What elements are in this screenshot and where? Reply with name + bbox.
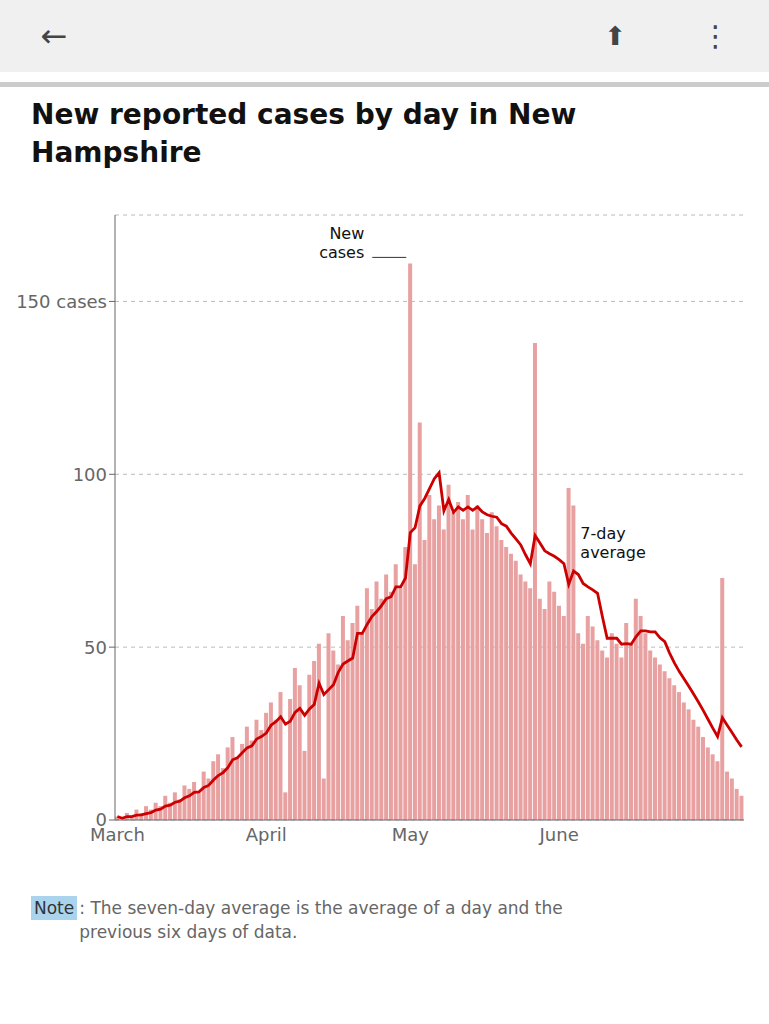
svg-text:April: April <box>246 824 287 845</box>
svg-text:50: 50 <box>84 637 107 658</box>
html-text:New reported cases by day in N: New reported cases by day in New <box>31 98 577 131</box>
html-text:Hampshire: Hampshire <box>31 136 202 169</box>
svg-text:0: 0 <box>96 809 107 830</box>
svg-text:June: June <box>539 824 579 845</box>
svg-text:7-dayaverage: 7-dayaverage <box>580 524 646 562</box>
svg-text:150 cases: 150 cases <box>16 291 107 312</box>
svg-text:100: 100 <box>73 464 107 485</box>
svg-text:Newcases: Newcases <box>319 224 364 262</box>
html-text:Note : The seven-day average i: Note : The seven-day average is the aver… <box>34 898 563 918</box>
svg-text:March: March <box>90 823 145 845</box>
html-text:previous six days of data.: previous six days of data. <box>79 922 298 942</box>
svg-text:May: May <box>392 824 430 845</box>
